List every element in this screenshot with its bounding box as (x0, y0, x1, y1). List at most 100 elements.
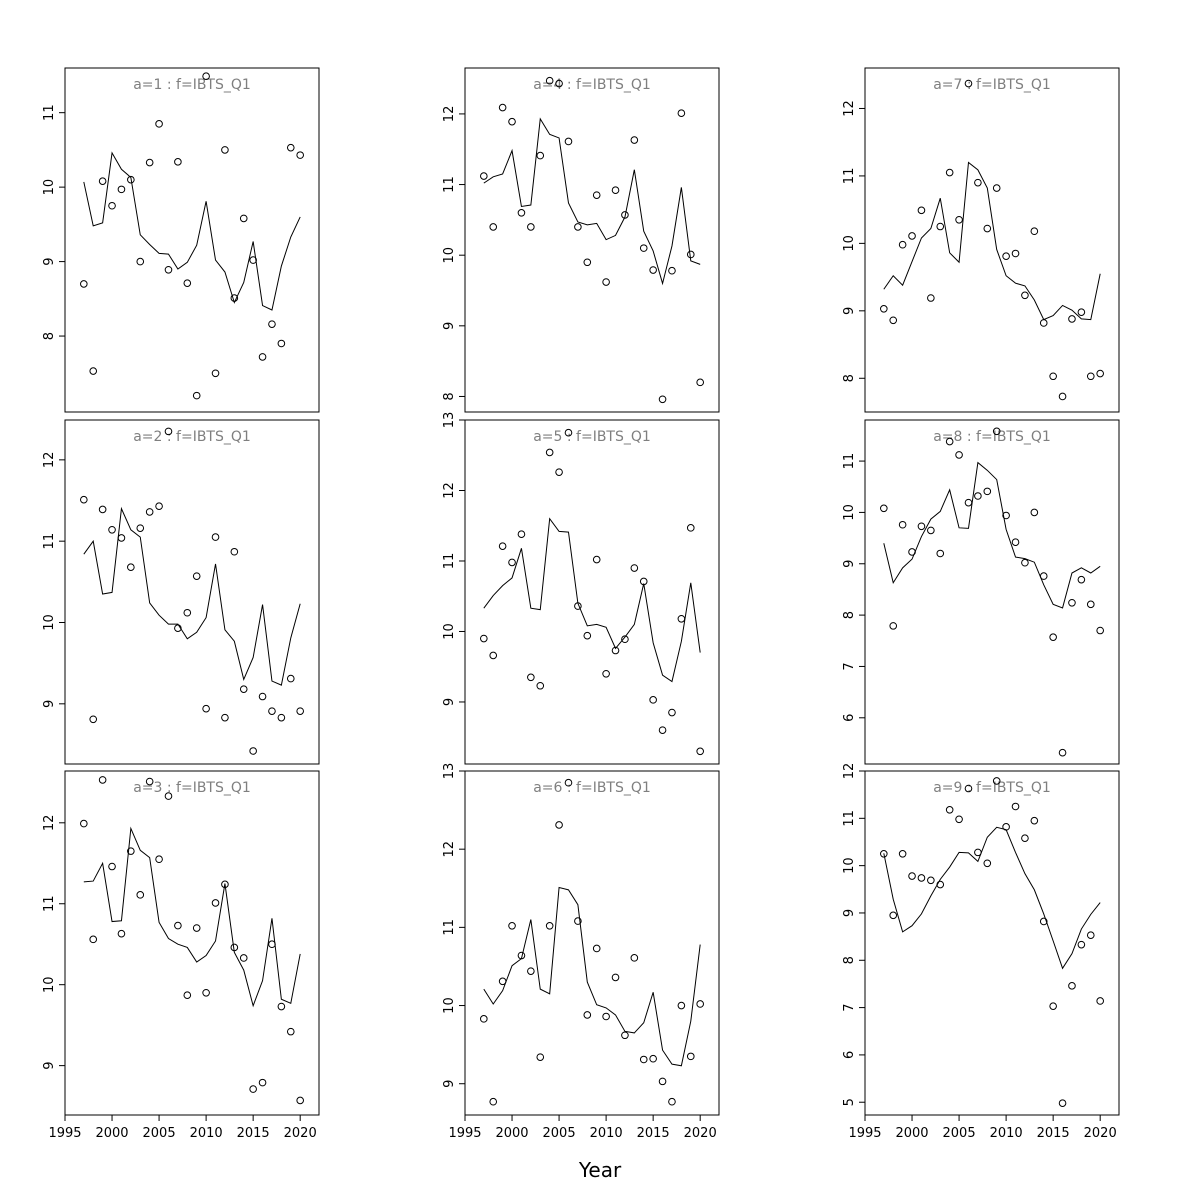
observed-point (898, 850, 907, 858)
observed-point (127, 563, 135, 571)
observed-point (145, 777, 154, 786)
panel-6: a=8 : f=IBTS_Q1 6 7 8 9 10 11 (842, 419, 1120, 765)
observed-point (489, 1097, 498, 1106)
observed-point (527, 223, 535, 231)
y-tick-label: 6 (842, 1051, 857, 1059)
observed-point (686, 250, 695, 259)
y-tick-label: 11 (442, 176, 457, 193)
y-tick-label: 11 (42, 104, 57, 121)
observed-point (630, 954, 639, 962)
observed-point (1030, 227, 1039, 236)
y-tick-label: 13 (442, 763, 457, 780)
observed-point (927, 294, 935, 302)
fitted-line (483, 117, 701, 286)
y-tick-label: 6 (842, 714, 857, 722)
observed-point (1086, 372, 1095, 381)
observed-point (277, 1002, 286, 1011)
observed-point (268, 940, 276, 949)
observed-point (992, 184, 1001, 192)
observed-point (249, 256, 257, 264)
observed-point (183, 608, 192, 617)
observed-point (927, 526, 935, 535)
fitted-line (83, 506, 301, 686)
observed-point (889, 911, 898, 920)
observed-point (992, 427, 1001, 436)
y-tick-label: 10 (842, 857, 857, 874)
observed-point (917, 522, 926, 531)
observed-point (611, 186, 620, 195)
observed-point (127, 175, 135, 184)
observed-point (677, 614, 686, 623)
x-tick-label: 1995 (448, 1126, 481, 1141)
observed-point (536, 151, 545, 160)
y-tick-label: 11 (842, 810, 857, 827)
observed-point (230, 294, 239, 302)
y-tick-label: 10 (42, 976, 57, 993)
observed-point (117, 929, 126, 938)
y-tick-label: 9 (842, 909, 857, 917)
observed-point (174, 158, 182, 166)
observed-point (1011, 538, 1020, 546)
observed-point (677, 1001, 686, 1010)
observed-point (983, 487, 992, 496)
observed-point (583, 631, 592, 640)
panel-title: a=6 : f=IBTS_Q1 (533, 780, 651, 796)
fitted-line (83, 826, 301, 1008)
observed-point (908, 232, 916, 240)
observed-point (602, 1012, 610, 1021)
observed-point (992, 777, 1001, 785)
x-tick-label: 2015 (237, 1126, 270, 1141)
observed-point (127, 847, 135, 855)
y-tick-label: 12 (842, 763, 857, 780)
panel-3: a=7 : f=IBTS_Q1 8 9 10 11 12 (842, 67, 1120, 413)
observed-point (1086, 600, 1095, 609)
observed-point (898, 240, 907, 249)
observed-point (296, 1096, 304, 1105)
observed-point (80, 819, 88, 828)
observed-point (639, 577, 648, 586)
observed-point (1058, 748, 1067, 757)
y-tick-label: 12 (842, 100, 857, 117)
observed-point (936, 880, 945, 889)
observed-point (1011, 802, 1020, 811)
observed-point (164, 265, 173, 274)
observed-point (489, 651, 498, 660)
x-tick-label: 2020 (284, 1126, 317, 1141)
y-tick-label: 10 (842, 235, 857, 252)
observed-point (945, 437, 954, 446)
y-tick-label: 10 (42, 179, 57, 196)
observed-point (658, 395, 667, 404)
y-tick-label: 9 (842, 307, 857, 315)
observed-point (145, 508, 154, 516)
observed-point (277, 713, 286, 722)
x-tick-label: 2015 (637, 1126, 670, 1141)
observed-point (155, 120, 163, 128)
x-tick-label: 2020 (684, 1126, 717, 1141)
observed-point (480, 634, 488, 643)
y-tick-label: 12 (442, 482, 457, 499)
observed-point (277, 339, 286, 348)
observed-point (945, 168, 954, 177)
fitted-line (883, 826, 1101, 970)
x-tick-label: 2020 (1084, 1126, 1117, 1141)
observed-point (658, 1077, 667, 1086)
observed-point (889, 622, 898, 630)
panel-8: a=6 : f=IBTS_Q1 9 10 11 12 13 1995 2000 2005 2010… (442, 763, 720, 1141)
observed-point (1068, 982, 1076, 990)
observed-point (536, 681, 545, 690)
y-tick-label: 8 (42, 332, 57, 340)
observed-point (480, 172, 488, 180)
observed-point (1030, 508, 1039, 517)
panel-5: a=5 : f=IBTS_Q1 9 10 11 12 13 (442, 412, 720, 765)
observed-point (983, 224, 992, 233)
fitted-line (883, 461, 1101, 609)
observed-point (192, 391, 201, 400)
observed-point (211, 369, 220, 378)
observed-point (202, 72, 210, 80)
observed-point (136, 257, 145, 266)
observed-point (1049, 372, 1057, 381)
observed-point (592, 191, 601, 199)
observed-point (621, 1031, 629, 1040)
panel-frame (64, 770, 320, 1116)
